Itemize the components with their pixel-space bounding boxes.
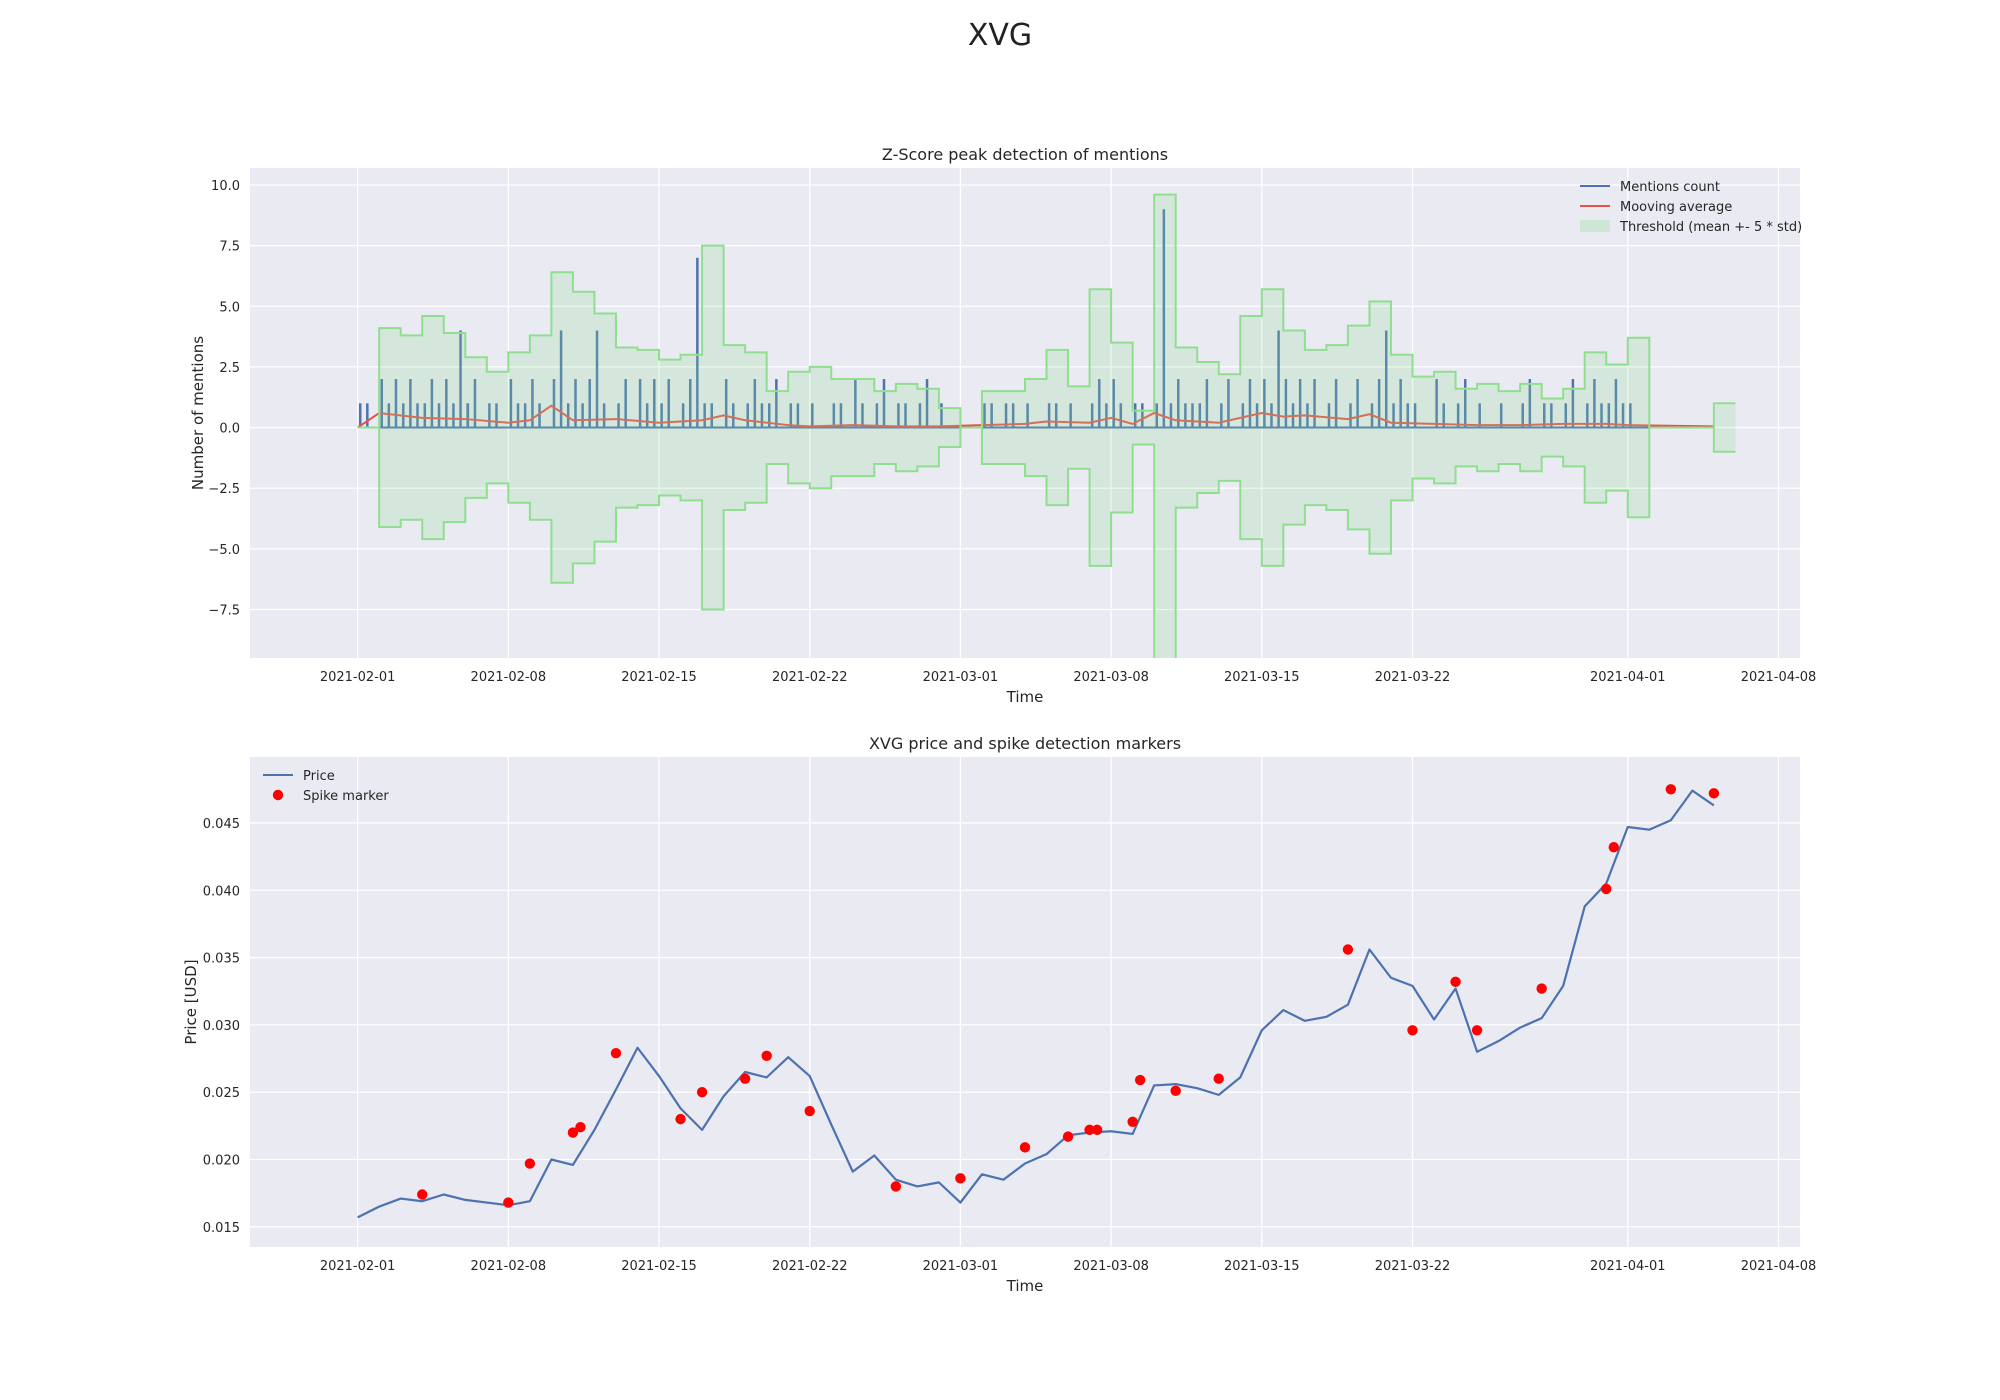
legend-swatch-spike — [272, 789, 284, 801]
legend: Price Spike marker — [263, 769, 389, 804]
y-tick-label: 0.015 — [203, 1221, 240, 1236]
spike-marker — [1342, 944, 1354, 955]
y-tick-label: 0.035 — [203, 952, 240, 967]
spike-marker — [1134, 1074, 1146, 1086]
spike-marker — [1407, 1025, 1418, 1036]
spike-marker — [1450, 976, 1461, 988]
moving-average-line — [357, 404, 1714, 429]
x-tick-label: 2021-03-22 — [1375, 670, 1451, 685]
x-tick-label: 2021-04-01 — [1590, 670, 1666, 685]
y-tick-label: −5.0 — [208, 543, 240, 558]
subplot-1: 2021-02-01 2021-02-08 2021-02-15 2021-02-22… — [189, 145, 1816, 706]
y-tick-label: 10.0 — [211, 179, 240, 194]
x-tick-label: 2021-03-22 — [1375, 1259, 1451, 1274]
spike-marker — [696, 1086, 708, 1098]
subplot-2: 2021-02-01 2021-02-08 2021-02-15 2021-02-22… — [182, 734, 1816, 1295]
spike-marker — [739, 1073, 751, 1084]
spike-marker — [575, 1121, 586, 1133]
y-axis-label: Number of mentions — [189, 336, 207, 490]
x-tick-label: 2021-04-01 — [1590, 1259, 1666, 1274]
spike-marker — [1062, 1131, 1074, 1142]
spike-marker — [1471, 1025, 1483, 1036]
spike-marker — [1084, 1124, 1095, 1136]
spike-marker — [1019, 1142, 1031, 1153]
y-tick-label: 2.5 — [219, 361, 240, 376]
data-layer — [357, 193, 1736, 658]
y-tick-label: 5.0 — [219, 300, 240, 315]
spike-marker — [890, 1181, 902, 1192]
y-tick-label: 7.5 — [219, 240, 240, 255]
legend-label: Price — [303, 769, 335, 784]
figure-title: XVG — [967, 18, 1033, 53]
subplot-title: XVG price and spike detection markers — [869, 734, 1181, 753]
plot-background — [250, 757, 1800, 1247]
spike-marker — [417, 1189, 428, 1200]
threshold-upper-line — [357, 193, 1736, 429]
spike-marker — [1213, 1073, 1224, 1084]
x-tick-label: 2021-03-15 — [1224, 1259, 1300, 1274]
spike-marker — [1536, 983, 1547, 994]
y-tick-label: 0.030 — [203, 1019, 240, 1034]
legend-label: Threshold (mean +- 5 * std) — [1619, 220, 1802, 235]
threshold-lower-line — [357, 426, 1736, 658]
spike-marker — [761, 1050, 772, 1062]
x-tick-label: 2021-03-01 — [923, 1259, 999, 1274]
x-tick-label: 2021-02-15 — [621, 1259, 697, 1274]
y-tick-label: 0.025 — [203, 1086, 240, 1101]
spike-marker — [567, 1127, 579, 1138]
x-tick-label: 2021-02-22 — [772, 1259, 848, 1274]
x-axis-label: Time — [1006, 688, 1044, 706]
spike-marker — [503, 1197, 514, 1208]
spike-marker — [1127, 1116, 1138, 1128]
x-tick-label: 2021-03-08 — [1073, 670, 1149, 685]
y-tick-label: 0.045 — [203, 817, 240, 832]
x-tick-label: 2021-02-08 — [471, 670, 547, 685]
x-tick-label: 2021-02-15 — [621, 670, 697, 685]
spike-marker — [675, 1113, 686, 1125]
grid-lines — [250, 757, 1800, 1247]
price-line — [357, 789, 1715, 1219]
spike-marker — [1608, 841, 1619, 853]
data-layer — [357, 784, 1720, 1219]
x-tick-label: 2021-02-08 — [471, 1259, 547, 1274]
y-tick-label: −2.5 — [208, 482, 240, 497]
spike-marker — [955, 1173, 966, 1184]
spike-marker — [1601, 883, 1612, 895]
mentions-bars — [357, 209, 1714, 429]
y-tick-label: 0.040 — [203, 884, 240, 899]
legend: Mentions count Mooving average Threshold (… — [1580, 180, 1802, 235]
legend-label: Spike marker — [303, 789, 389, 804]
legend-swatch-threshold — [1580, 220, 1610, 232]
legend-label: Mooving average — [1620, 200, 1732, 215]
spike-marker — [1091, 1124, 1103, 1136]
x-tick-label: 2021-04-08 — [1741, 670, 1817, 685]
spike-marker — [1708, 788, 1720, 799]
y-tick-label: 0.020 — [203, 1154, 240, 1169]
spike-marker — [524, 1158, 536, 1169]
x-axis-label: Time — [1006, 1277, 1044, 1295]
spike-marker — [804, 1105, 815, 1117]
y-axis-label: Price [USD] — [182, 959, 200, 1044]
y-tick-label: −7.5 — [208, 603, 240, 618]
x-tick-label: 2021-03-08 — [1073, 1259, 1149, 1274]
spike-markers — [417, 784, 1720, 1208]
spike-marker — [1170, 1085, 1181, 1097]
x-tick-label: 2021-02-01 — [320, 670, 396, 685]
x-tick-label: 2021-04-08 — [1741, 1259, 1817, 1274]
spike-marker — [610, 1047, 622, 1059]
x-tick-label: 2021-03-15 — [1224, 670, 1300, 685]
x-tick-label: 2021-03-01 — [923, 670, 999, 685]
y-tick-label: 0.0 — [219, 422, 240, 437]
legend-label: Mentions count — [1620, 180, 1720, 195]
x-tick-label: 2021-02-22 — [772, 670, 848, 685]
spike-marker — [1665, 784, 1677, 795]
x-tick-label: 2021-02-01 — [320, 1259, 396, 1274]
subplot-title: Z-Score peak detection of mentions — [882, 145, 1168, 164]
